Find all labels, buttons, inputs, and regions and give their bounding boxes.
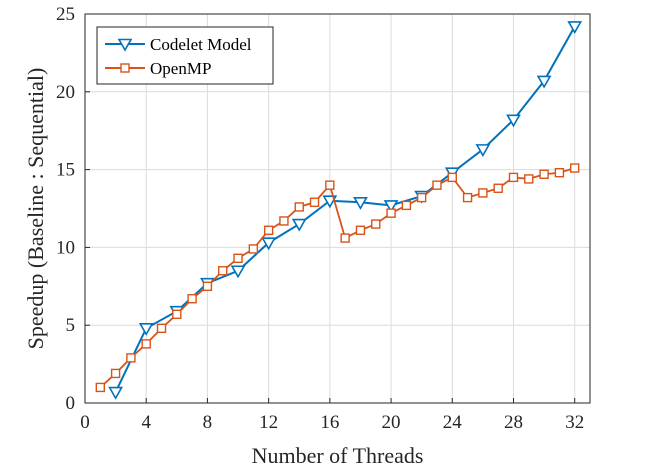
plot-area-frame bbox=[84, 13, 591, 404]
square-marker bbox=[478, 188, 488, 198]
triangle-marker bbox=[261, 237, 277, 251]
square-marker bbox=[309, 197, 320, 207]
square-marker bbox=[294, 202, 304, 212]
triangle-marker bbox=[230, 265, 246, 279]
square-marker bbox=[508, 172, 519, 183]
square-marker bbox=[233, 253, 243, 263]
square-marker bbox=[340, 233, 350, 243]
legend-label: Codelet Model bbox=[150, 35, 252, 54]
square-marker bbox=[432, 180, 442, 190]
square-marker bbox=[110, 368, 121, 379]
square-marker bbox=[355, 225, 366, 235]
square-marker bbox=[569, 163, 580, 173]
legend-item: Codelet Model bbox=[105, 35, 252, 54]
square-marker bbox=[554, 168, 565, 178]
x-tick-label: 28 bbox=[504, 412, 523, 433]
x-tick-label: 8 bbox=[203, 412, 213, 433]
x-tick-label: 32 bbox=[565, 412, 584, 433]
legend-label: OpenMP bbox=[150, 59, 211, 78]
square-marker bbox=[371, 219, 381, 229]
square-marker bbox=[447, 172, 457, 183]
x-tick-label: 20 bbox=[382, 412, 401, 433]
y-tick-label: 0 bbox=[66, 393, 76, 414]
square-marker bbox=[386, 208, 396, 218]
triangle-marker bbox=[117, 38, 133, 52]
triangle-marker bbox=[322, 195, 338, 209]
y-tick-label: 20 bbox=[56, 82, 75, 103]
square-marker bbox=[156, 323, 167, 334]
triangle-marker bbox=[506, 114, 521, 128]
square-marker bbox=[493, 183, 503, 193]
square-marker bbox=[539, 169, 549, 179]
square-marker bbox=[325, 180, 335, 190]
y-tick-label: 10 bbox=[56, 237, 75, 258]
square-marker bbox=[187, 294, 197, 304]
legend-box bbox=[96, 26, 274, 85]
legend-items: Codelet Model OpenMP bbox=[105, 35, 252, 78]
triangle-marker bbox=[108, 386, 123, 400]
square-marker bbox=[126, 353, 136, 363]
legend: Codelet Model OpenMP bbox=[96, 26, 274, 85]
square-marker bbox=[462, 192, 473, 203]
triangle-marker bbox=[567, 21, 583, 35]
square-marker bbox=[218, 266, 228, 276]
triangle-marker bbox=[353, 196, 368, 210]
series-layer bbox=[95, 21, 583, 400]
x-axis-label: Number of Threads bbox=[252, 443, 424, 468]
triangle-marker bbox=[475, 144, 491, 157]
square-marker bbox=[141, 339, 151, 349]
triangle-marker bbox=[291, 218, 307, 232]
triangle-marker bbox=[383, 200, 399, 214]
square-marker bbox=[263, 225, 274, 235]
square-marker bbox=[172, 309, 182, 320]
x-tick-label: 12 bbox=[259, 412, 278, 433]
square-marker bbox=[248, 244, 259, 254]
square-marker bbox=[120, 63, 130, 73]
series-openmp bbox=[95, 163, 580, 393]
x-tick-label: 0 bbox=[80, 412, 90, 433]
x-tick-label: 4 bbox=[141, 412, 151, 433]
triangle-marker bbox=[536, 75, 552, 89]
y-tick-label: 25 bbox=[56, 4, 75, 25]
triangle-marker bbox=[138, 323, 154, 336]
square-marker bbox=[279, 216, 289, 226]
y-tick-label: 5 bbox=[66, 315, 76, 336]
y-axis-label: Speedup (Baseline : Sequential) bbox=[23, 68, 48, 350]
axis-ticks: 0 4 8 12 16 20 24 28 32 0 5 10 15 20 25 bbox=[56, 4, 584, 433]
square-marker bbox=[416, 192, 427, 203]
y-tick-label: 15 bbox=[56, 160, 75, 181]
square-marker bbox=[202, 281, 213, 291]
square-marker bbox=[95, 382, 106, 393]
square-marker bbox=[401, 200, 412, 211]
x-tick-label: 24 bbox=[443, 412, 463, 433]
x-tick-label: 16 bbox=[320, 412, 339, 433]
legend-item: OpenMP bbox=[105, 59, 211, 78]
square-marker bbox=[524, 174, 534, 184]
